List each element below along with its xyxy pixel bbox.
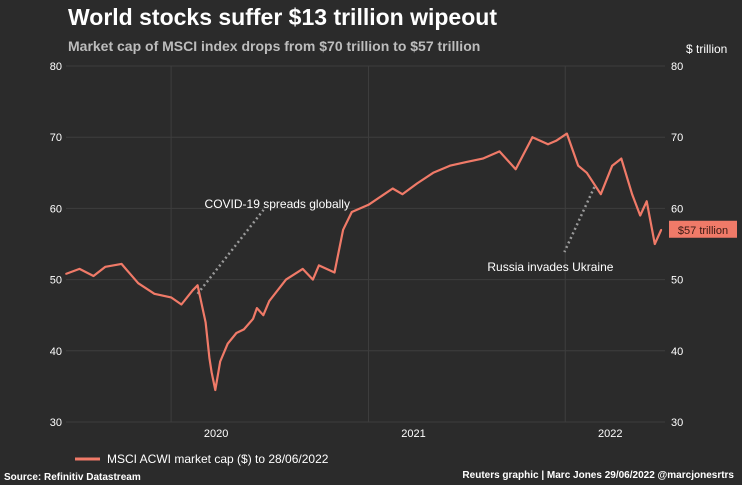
data-point: [350, 211, 353, 213]
data-point: [448, 164, 451, 167]
data-point: [631, 193, 634, 196]
y-tick-label-right: 60: [671, 203, 683, 215]
y-tick-label-left: 80: [50, 61, 62, 73]
unit-label: $ trillion: [686, 42, 728, 56]
data-point: [645, 200, 648, 203]
data-point: [585, 171, 588, 174]
data-point: [204, 321, 207, 324]
covid-annotation-leader: [196, 209, 265, 295]
y-tick-label-right: 70: [671, 132, 683, 144]
data-point: [262, 314, 265, 317]
y-tick-label-right: 50: [671, 275, 683, 287]
data-point: [620, 157, 623, 160]
data-point: [65, 273, 67, 275]
data-point: [268, 300, 271, 302]
data-point: [317, 264, 320, 267]
data-point: [577, 164, 580, 167]
y-tick-label-right: 40: [671, 346, 683, 358]
ukraine-annotation-leader: [563, 186, 596, 253]
ukraine-annotation-label: Russia invades Ukraine: [487, 260, 613, 274]
data-point: [639, 214, 642, 217]
data-point: [208, 357, 211, 359]
data-point: [531, 136, 534, 139]
data-point: [367, 203, 370, 206]
data-point: [285, 278, 287, 281]
data-point: [255, 307, 258, 309]
data-point: [92, 275, 95, 277]
data-point: [465, 161, 467, 164]
data-point: [514, 168, 517, 171]
chart-subtitle: Market cap of MSCI index drops from $70 …: [68, 38, 481, 54]
data-point: [416, 182, 418, 185]
data-point: [342, 228, 345, 231]
series-line-msci-acwi: [65, 132, 663, 392]
data-point: [191, 289, 194, 292]
x-tick-label: 2021: [401, 428, 425, 440]
data-point: [481, 157, 484, 160]
y-tick-label-left: 60: [50, 203, 62, 215]
covid-annotation-label: COVID-19 spreads globally: [205, 197, 350, 211]
data-point: [243, 328, 245, 331]
chart-title: World stocks suffer $13 trillion wipeout: [68, 4, 497, 30]
legend-label: MSCI ACWI market cap ($) to 28/06/2022: [107, 452, 329, 466]
data-point: [219, 360, 222, 363]
data-point: [210, 371, 213, 374]
data-point: [214, 389, 217, 391]
data-point: [599, 193, 602, 196]
y-tick-label-left: 30: [50, 417, 62, 429]
y-tick-label-right: 30: [671, 417, 683, 429]
data-point: [391, 187, 394, 190]
data-point: [153, 292, 156, 295]
data-point: [565, 132, 568, 135]
data-point: [498, 150, 501, 153]
data-point: [180, 303, 183, 306]
y-tick-label-right: 80: [671, 61, 683, 73]
data-point: [555, 139, 557, 142]
data-point: [78, 268, 81, 270]
source-note: Source: Refinitiv Datastream: [4, 472, 141, 483]
x-tick-label: 2022: [598, 428, 622, 440]
data-point: [137, 282, 140, 285]
data-point: [333, 271, 336, 274]
data-point: [120, 263, 123, 265]
data-point: [104, 265, 107, 268]
data-point: [252, 317, 254, 320]
data-point: [196, 284, 199, 287]
data-point: [432, 171, 435, 174]
y-tick-label-left: 40: [50, 346, 62, 358]
end-label-box: [669, 220, 737, 238]
credit-note: Reuters graphic | Marc Jones 29/06/2022 …: [462, 470, 734, 481]
data-point: [226, 342, 229, 345]
data-point: [547, 143, 549, 146]
data-point: [611, 164, 614, 167]
data-point: [653, 243, 656, 245]
data-point: [235, 332, 238, 334]
data-point: [401, 193, 404, 196]
x-tick-label: 2020: [204, 428, 228, 440]
data-point: [660, 228, 663, 231]
y-tick-label-left: 50: [50, 275, 62, 287]
data-point: [301, 268, 304, 270]
y-tick-label-left: 70: [50, 132, 62, 144]
end-label-text: $57 trillion: [678, 225, 728, 237]
data-point: [312, 278, 314, 281]
data-point: [170, 296, 173, 299]
